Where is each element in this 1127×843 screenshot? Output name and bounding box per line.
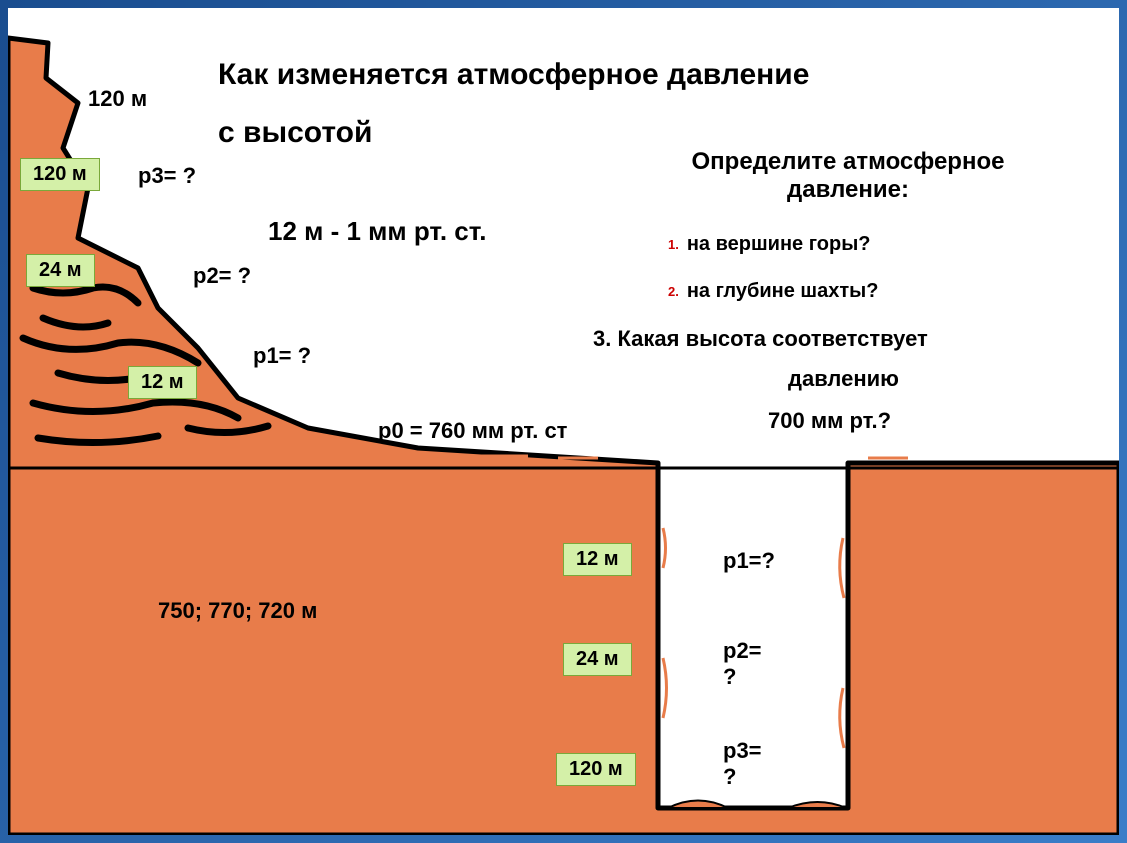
p2-mountain: р2= ? — [193, 263, 251, 289]
tag-shaft-24: 24 м — [563, 643, 632, 676]
p1-shaft: р1=? — [723, 548, 775, 574]
question-num-2: 2. — [668, 284, 679, 299]
mountain-top-label: 120 м — [88, 86, 147, 112]
tag-mountain-24: 24 м — [26, 254, 95, 287]
tag-mountain-12: 12 м — [128, 366, 197, 399]
question-3-line2: давлению — [788, 366, 899, 392]
p3-shaft: р3= ? — [723, 738, 762, 790]
p1-mountain: р1= ? — [253, 343, 311, 369]
p0-label: р0 = 760 мм рт. ст — [378, 418, 567, 444]
question-1: 1. на вершине горы? — [668, 233, 871, 256]
tag-shaft-12: 12 м — [563, 543, 632, 576]
question-2: 2. на глубине шахты? — [668, 280, 878, 303]
tag-shaft-120: 120 м — [556, 753, 636, 786]
question-3-line1: 3. Какая высота соответствует — [593, 326, 928, 352]
title-line2: с высотой — [218, 116, 372, 150]
p2-shaft: р2= ? — [723, 638, 762, 690]
question-2-text: на глубине шахты? — [687, 280, 879, 302]
question-3-line3: 700 мм рт.? — [768, 408, 891, 434]
p3-mountain: р3= ? — [138, 163, 196, 189]
question-1-text: на вершине горы? — [687, 233, 871, 255]
question-num-1: 1. — [668, 237, 679, 252]
title-line1: Как изменяется атмосферное давление — [218, 58, 809, 92]
conversion-rule: 12 м - 1 мм рт. ст. — [268, 216, 486, 247]
questions-title: Определите атмосферное давление: — [588, 148, 1108, 204]
tag-mountain-120: 120 м — [20, 158, 100, 191]
answers-text: 750; 770; 720 м — [158, 598, 317, 624]
